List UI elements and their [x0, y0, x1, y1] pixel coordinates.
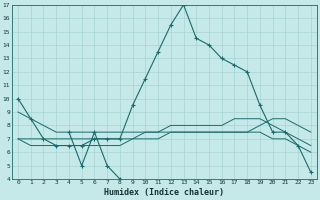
X-axis label: Humidex (Indice chaleur): Humidex (Indice chaleur) — [104, 188, 224, 197]
